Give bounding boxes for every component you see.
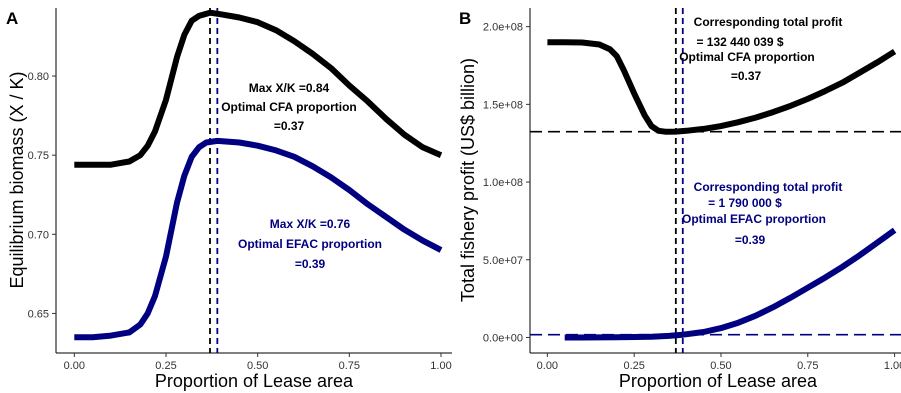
panel-b: B 0.0e+00 5.0e+07 1.0e+08 1.5e+08 2.0e+08 0.… [458,8,901,391]
panel-a-x-axis-title: Proportion of Lease area [155,371,354,391]
panel-a-reference-lines [209,8,219,353]
panel-a-y-axis-title: Equilibrium biomass (X / K) [7,71,27,288]
panel-b-x-tick-label: 0.75 [797,360,818,372]
panel-b-efac-optimal-value: =0.39 [735,233,766,247]
panel-b-efac-profit-value: = 1 790 000 $ [708,196,782,210]
panel-a-x-tick-label: 0.25 [155,360,176,372]
panel-a-x-tick-label: 1.00 [430,360,451,372]
panel-a-x-tick-label: 0.75 [339,360,360,372]
panel-b-efac-profit-label: Corresponding total profit [694,180,843,194]
panel-a-y-ticks: 0.65 0.70 0.75 0.80 [28,71,56,320]
panel-a-efac-line [74,137,443,341]
panel-b-y-tick-label: 5.0e+07 [483,255,523,267]
panel-b-efac-optimal-label: Optimal EFAC proportion [682,212,826,226]
panel-b-efac-line [564,227,897,341]
panel-a-y-tick-label: 0.80 [28,71,49,83]
panel-a-y-tick-label: 0.65 [28,308,49,320]
panel-b-y-tick-label: 0.0e+00 [483,332,523,344]
panel-b-cfa-profit-value: = 132 440 039 $ [696,35,783,49]
panel-b-cfa-profit-label: Corresponding total profit [694,15,843,29]
panel-a-efac-optimal-value: =0.39 [295,257,326,271]
panel-b-x-tick-label: 0.50 [710,360,731,372]
panel-a-series [74,9,443,341]
panel-b-y-ticks: 0.0e+00 5.0e+07 1.0e+08 1.5e+08 2.0e+08 [483,22,530,344]
panel-b-y-tick-label: 1.5e+08 [483,99,523,111]
panel-a-x-tick-label: 0.00 [64,360,85,372]
panel-b-y-axis-title: Total fishery profit (US$ billion) [458,58,478,302]
panel-a-cfa-optimal-value: =0.37 [274,119,305,133]
panel-a-x-tick-label: 0.50 [247,360,268,372]
panel-b-letter: B [459,9,471,28]
panel-a-efac-max-label: Max X/K =0.76 [270,217,351,231]
panel-a-cfa-optimal-label: Optimal CFA proportion [221,100,357,114]
panel-a-cfa-max-label: Max X/K =0.84 [249,81,330,95]
panel-a-y-tick-label: 0.75 [28,150,49,162]
panel-b-x-tick-label: 1.00 [884,360,901,372]
panel-b-x-axis-title: Proportion of Lease area [619,371,818,391]
panel-b-y-tick-label: 1.0e+08 [483,177,523,189]
panel-a-letter: A [6,9,18,28]
panel-a: A 0.650.700.750.80 0.00 0.25 0.50 0.75 1.00 … [6,8,452,391]
panel-b-x-ticks: 0.00 0.25 0.50 0.75 1.00 [537,353,901,372]
panel-b-series [547,39,897,341]
panel-b-x-tick-label: 0.00 [537,360,558,372]
panel-b-cfa-line [547,39,897,135]
panel-a-cfa-line [74,9,443,168]
panel-b-cfa-optimal-value: =0.37 [731,69,762,83]
panel-a-efac-optimal-label: Optimal EFAC proportion [238,237,382,251]
panel-a-y-tick-label: 0.70 [28,229,49,241]
panel-b-y-tick-label: 2.0e+08 [483,22,523,34]
panel-b-x-tick-label: 0.25 [623,360,644,372]
panel-a-x-ticks: 0.00 0.25 0.50 0.75 1.00 [64,353,452,372]
panel-b-cfa-optimal-label: Optimal CFA proportion [679,50,815,64]
